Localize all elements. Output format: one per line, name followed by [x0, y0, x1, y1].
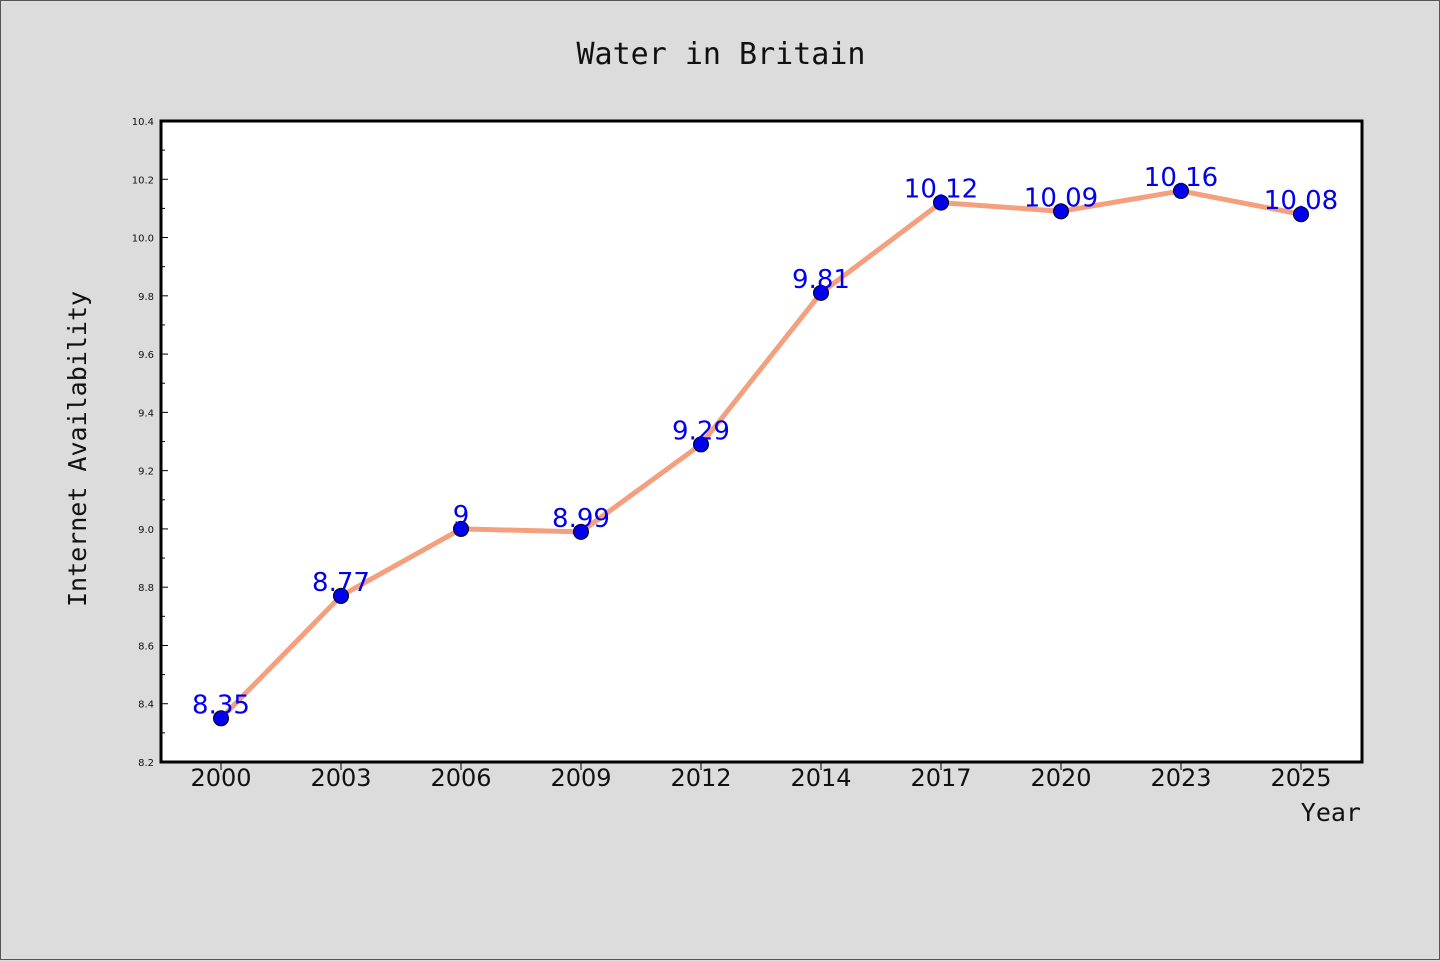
series-line	[218, 188, 1304, 721]
y-tick-label: 9.6	[138, 350, 154, 361]
data-label: 10.16	[1144, 163, 1218, 193]
data-label: 8.35	[192, 690, 250, 720]
y-tick-label: 9.4	[138, 408, 154, 419]
data-point	[333, 587, 349, 604]
y-tick-label: 8.2	[138, 758, 154, 769]
data-label: 10.12	[904, 175, 978, 205]
y-tick-label: 8.6	[138, 641, 154, 652]
x-tick-label: 2012	[670, 764, 731, 792]
x-tick-label: 2017	[910, 764, 971, 792]
x-tick-label: 2025	[1270, 764, 1331, 792]
x-tick-label: 2020	[1030, 764, 1091, 792]
y-axis-label: Internet Availability	[63, 291, 92, 607]
y-tick-label: 9.2	[138, 467, 154, 478]
data-label: 10.08	[1264, 186, 1338, 216]
data-point	[1293, 206, 1309, 223]
y-tick-label: 10.2	[132, 175, 154, 186]
data-label: 9.29	[672, 416, 730, 446]
y-tick-label: 9.0	[138, 525, 154, 536]
data-label: 9	[453, 501, 470, 531]
data-point	[1053, 203, 1069, 220]
data-point	[933, 194, 949, 211]
x-tick-label: 2023	[1150, 764, 1211, 792]
x-tick-label: 2006	[430, 764, 491, 792]
data-point	[813, 284, 829, 301]
data-point	[453, 520, 469, 537]
x-tick-label: 2014	[790, 764, 851, 792]
data-label: 10.09	[1024, 183, 1098, 213]
series-layer: 8.35 8.77 9 8.99 9.29 9.81 10.12 10.09 10.16 10.0…	[192, 163, 1338, 727]
data-label: 9.81	[792, 265, 850, 295]
data-point	[213, 710, 229, 727]
data-point	[693, 436, 709, 453]
x-tick-label: 2000	[190, 764, 251, 792]
y-tick-label: 8.4	[138, 700, 154, 711]
x-axis-label: Year	[1301, 798, 1361, 827]
y-axis: 8.2 8.4 8.6 8.8 9.0 9.2 9.4 9.6 9.8 10.0 10.2 10.4	[132, 117, 168, 769]
y-tick-label: 10.0	[132, 234, 154, 245]
y-tick-label: 10.4	[132, 117, 154, 128]
x-tick-label: 2009	[550, 764, 611, 792]
data-point	[573, 523, 589, 540]
y-tick-label: 9.8	[138, 292, 154, 303]
data-label: 8.77	[312, 568, 370, 598]
chart-title: Water in Britain	[577, 37, 866, 72]
x-axis: 2000 2003 2006 2009 2012 2014 2017 2020 2023 2025	[190, 762, 1332, 792]
plot-area	[159, 119, 1364, 764]
x-tick-label: 2003	[310, 764, 371, 792]
data-point	[1173, 182, 1189, 199]
data-label: 8.99	[552, 504, 610, 534]
y-tick-label: 8.8	[138, 583, 154, 594]
